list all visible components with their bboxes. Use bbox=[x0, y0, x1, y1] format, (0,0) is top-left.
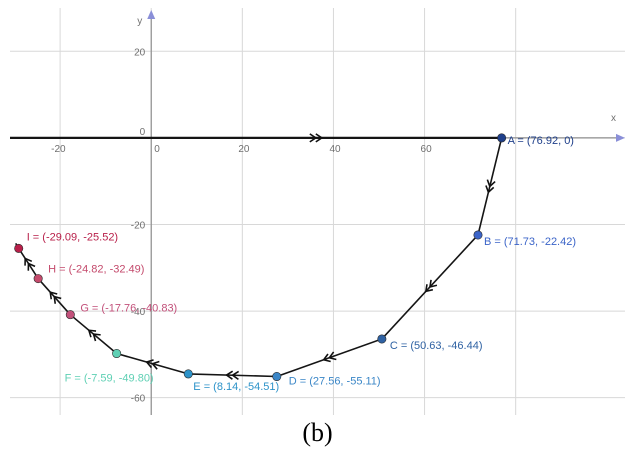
tick-labels: -20 0 20 40 60 20 -20 -40 -60 0 bbox=[51, 47, 432, 404]
direction-chevron bbox=[424, 284, 434, 293]
y-tick-label: -40 bbox=[131, 307, 146, 318]
point-f bbox=[112, 349, 122, 359]
direction-chevron bbox=[53, 295, 62, 304]
direction-chevron bbox=[309, 133, 318, 143]
point-c bbox=[377, 334, 387, 344]
x-axis-name: x bbox=[611, 113, 616, 124]
segment-direction-marker bbox=[87, 329, 101, 342]
point-h bbox=[33, 274, 43, 284]
y-tick-label: 0 bbox=[140, 127, 146, 138]
grid bbox=[10, 8, 625, 415]
point-e bbox=[183, 369, 193, 379]
segment-direction-marker bbox=[485, 179, 496, 194]
point-label-g: G = (-17.76, -40.83) bbox=[80, 303, 177, 315]
point-i bbox=[14, 243, 24, 253]
ray-direction-marker bbox=[309, 133, 324, 143]
x-tick-label: 60 bbox=[421, 144, 433, 155]
direction-chevron bbox=[225, 370, 234, 380]
segment-direction-marker bbox=[225, 370, 240, 381]
direction-chevron bbox=[87, 329, 97, 338]
x-tick-label: 0 bbox=[154, 144, 160, 155]
direction-chevron bbox=[49, 291, 58, 300]
point-label-c: C = (50.63, -46.44) bbox=[390, 340, 483, 352]
y-tick-label: -20 bbox=[131, 220, 146, 231]
direction-chevron bbox=[327, 351, 337, 361]
point-a bbox=[497, 133, 507, 143]
direction-chevron bbox=[145, 359, 154, 369]
y-tick-label: 20 bbox=[134, 47, 146, 58]
direction-chevron bbox=[27, 262, 36, 271]
polyline-path bbox=[10, 133, 503, 381]
y-tick-label: -60 bbox=[131, 394, 146, 405]
x-tick-label: -20 bbox=[51, 144, 66, 155]
point-label-f: F = (-7.59, -49.80) bbox=[65, 373, 154, 385]
direction-chevron bbox=[151, 360, 160, 370]
segment-direction-marker bbox=[424, 279, 438, 293]
figure-caption: (b) bbox=[302, 418, 333, 447]
point-labels: A = (76.92, 0) B = (71.73, -22.42) C = (50… bbox=[27, 135, 576, 393]
point-b bbox=[473, 230, 483, 240]
points bbox=[14, 133, 507, 382]
direction-chevron bbox=[322, 353, 331, 363]
x-axis-arrow bbox=[616, 133, 625, 142]
segment-direction-marker bbox=[24, 257, 36, 271]
point-label-i: I = (-29.09, -25.52) bbox=[27, 231, 118, 243]
direction-chevron bbox=[24, 257, 33, 266]
y-axis-arrow bbox=[147, 10, 156, 19]
direction-chevron bbox=[486, 179, 496, 188]
x-tick-label: 20 bbox=[238, 144, 250, 155]
segment-direction-marker bbox=[322, 351, 337, 363]
direction-chevron bbox=[231, 370, 240, 381]
segment-direction-marker bbox=[49, 291, 62, 304]
direction-chevron bbox=[485, 185, 495, 194]
point-label-a: A = (76.92, 0) bbox=[508, 135, 574, 147]
direction-chevron bbox=[92, 333, 101, 342]
point-label-e: E = (8.14, -54.51) bbox=[193, 381, 279, 393]
axes: xy bbox=[10, 10, 625, 415]
y-axis-name: y bbox=[137, 16, 142, 27]
segment-direction-marker bbox=[145, 359, 160, 370]
point-g bbox=[65, 310, 75, 320]
point-label-d: D = (27.56, -55.11) bbox=[289, 376, 381, 388]
point-d bbox=[272, 372, 282, 382]
point-label-b: B = (71.73, -22.42) bbox=[484, 236, 576, 248]
direction-chevron bbox=[428, 279, 438, 289]
point-label-h: H = (-24.82, -32.49) bbox=[48, 264, 144, 276]
direction-chevron bbox=[315, 133, 324, 143]
x-tick-label: 40 bbox=[329, 144, 341, 155]
